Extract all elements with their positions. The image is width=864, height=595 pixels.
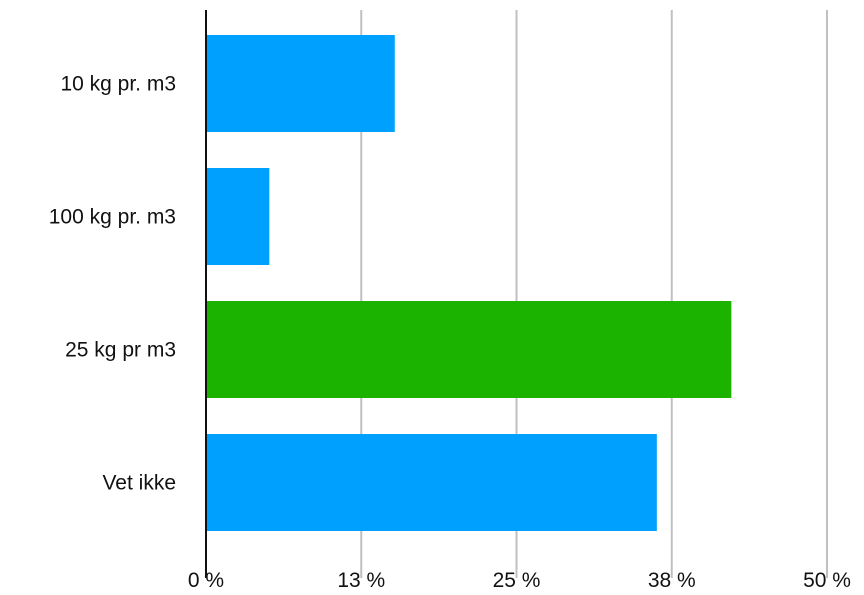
bar <box>206 434 657 531</box>
x-tick-label: 50 % <box>803 569 851 590</box>
x-tick-label: 13 % <box>337 569 385 590</box>
category-label: 25 kg pr m3 <box>65 339 176 362</box>
x-tick-label: 38 % <box>648 569 696 590</box>
bar <box>206 168 270 265</box>
category-label: 10 kg pr. m3 <box>60 73 176 96</box>
category-labels: 10 kg pr. m3 100 kg pr. m3 25 kg pr m3 Vet … <box>49 73 176 495</box>
x-tick-label: 0 % <box>188 569 224 590</box>
category-label: Vet ikke <box>102 472 176 495</box>
bars <box>206 35 732 531</box>
x-tick-labels: 0 % 13 % 25 % 38 % 50 % <box>188 569 851 592</box>
category-label: 100 kg pr. m3 <box>49 206 176 229</box>
bar <box>206 35 395 132</box>
bar <box>206 301 732 398</box>
x-tick-label: 25 % <box>493 569 541 590</box>
